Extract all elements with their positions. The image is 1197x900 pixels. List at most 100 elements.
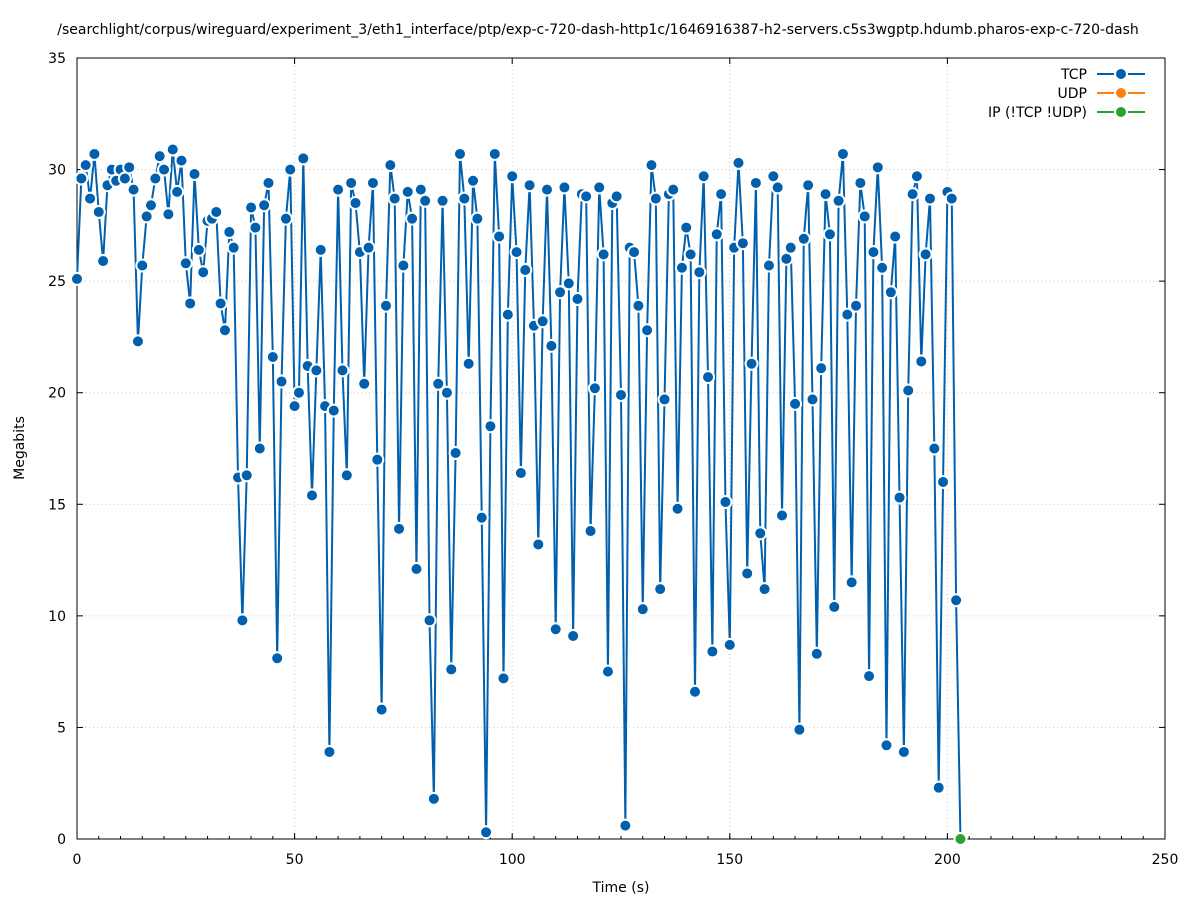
data-point — [801, 178, 816, 193]
data-point — [600, 664, 615, 679]
data-point — [587, 381, 602, 396]
data-point — [361, 240, 376, 255]
data-point — [718, 495, 733, 510]
data-point — [265, 350, 280, 365]
data-point — [631, 298, 646, 313]
data-point — [579, 189, 594, 204]
data-point — [679, 220, 694, 235]
data-point — [657, 392, 672, 407]
data-point — [614, 387, 628, 402]
data-point — [888, 229, 903, 244]
data-point — [357, 376, 372, 391]
data-point — [122, 160, 137, 175]
legend-marker — [1114, 86, 1128, 100]
data-point — [313, 242, 328, 257]
x-axis-label: Time (s) — [592, 880, 650, 896]
legend-marker — [1114, 67, 1128, 81]
data-point — [857, 209, 872, 224]
y-tick-label: 30 — [48, 163, 66, 179]
data-point — [452, 146, 467, 161]
data-point — [892, 490, 907, 505]
data-point — [627, 245, 642, 260]
x-tick-labels: 0 50 100 150 200 250 — [73, 852, 1179, 868]
data-point — [557, 180, 572, 195]
data-point — [822, 227, 837, 242]
data-point — [592, 180, 607, 195]
y-tick-label: 25 — [48, 274, 66, 290]
chart-title: /searchlight/corpus/wireguard/experiment… — [57, 22, 1138, 38]
data-point — [783, 240, 798, 255]
data-point — [291, 385, 306, 400]
data-point — [870, 160, 885, 175]
data-point — [270, 651, 285, 666]
y-axis-label: Megabits — [12, 416, 28, 480]
axis-ticks — [76, 57, 1166, 840]
data-point — [309, 363, 324, 378]
data-point — [444, 662, 459, 677]
data-point — [126, 182, 141, 197]
data-point — [135, 258, 150, 273]
y-tick-labels: 0 5 10 15 20 25 30 35 — [48, 51, 66, 848]
data-point — [914, 354, 929, 369]
data-point — [178, 256, 193, 271]
data-point — [635, 602, 650, 617]
data-point — [261, 175, 276, 190]
data-point — [583, 524, 598, 539]
data-point — [731, 155, 746, 170]
data-point — [492, 229, 507, 244]
data-point — [561, 276, 576, 291]
x-tick-label: 250 — [1152, 852, 1179, 868]
data-point — [792, 722, 807, 737]
data-point — [722, 637, 737, 652]
data-point — [949, 593, 964, 608]
data-point — [457, 191, 472, 206]
data-point — [244, 200, 259, 215]
data-point — [170, 184, 185, 199]
data-point — [96, 254, 111, 269]
data-point — [439, 385, 454, 400]
data-point — [87, 146, 102, 161]
data-point — [183, 296, 198, 311]
data-point — [618, 818, 633, 833]
data-point — [165, 142, 180, 157]
data-point — [653, 582, 668, 597]
y-tick-label: 15 — [48, 497, 66, 513]
data-point — [740, 566, 755, 581]
x-tick-label: 0 — [73, 852, 82, 868]
data-point — [844, 575, 859, 590]
data-point — [540, 182, 555, 197]
data-point — [143, 198, 158, 213]
series-2 — [953, 832, 968, 846]
data-point — [217, 323, 232, 338]
data-point — [531, 537, 546, 552]
y-tick-label: 20 — [48, 386, 66, 402]
data-point — [927, 441, 942, 456]
data-point — [714, 187, 729, 202]
data-point — [91, 204, 106, 219]
data-point — [287, 399, 302, 414]
data-point — [775, 508, 790, 523]
data-point — [831, 193, 846, 208]
data-point — [418, 193, 433, 208]
data-point — [396, 258, 411, 273]
data-point — [922, 191, 937, 206]
data-point — [883, 285, 898, 300]
data-point — [505, 169, 520, 184]
data-point — [596, 247, 611, 262]
legend-marker — [1114, 105, 1128, 119]
data-point — [426, 791, 441, 806]
data-point — [522, 178, 537, 193]
data-point — [692, 265, 707, 280]
data-point — [748, 175, 763, 190]
data-point — [744, 356, 759, 371]
data-point — [905, 187, 920, 202]
data-point — [644, 158, 659, 173]
legend-label: UDP — [1058, 86, 1087, 102]
data-point — [474, 510, 489, 525]
data-point — [835, 146, 850, 161]
data-point — [640, 323, 655, 338]
data-point — [278, 211, 293, 226]
y-tick-label: 5 — [57, 720, 66, 736]
data-point — [866, 245, 881, 260]
